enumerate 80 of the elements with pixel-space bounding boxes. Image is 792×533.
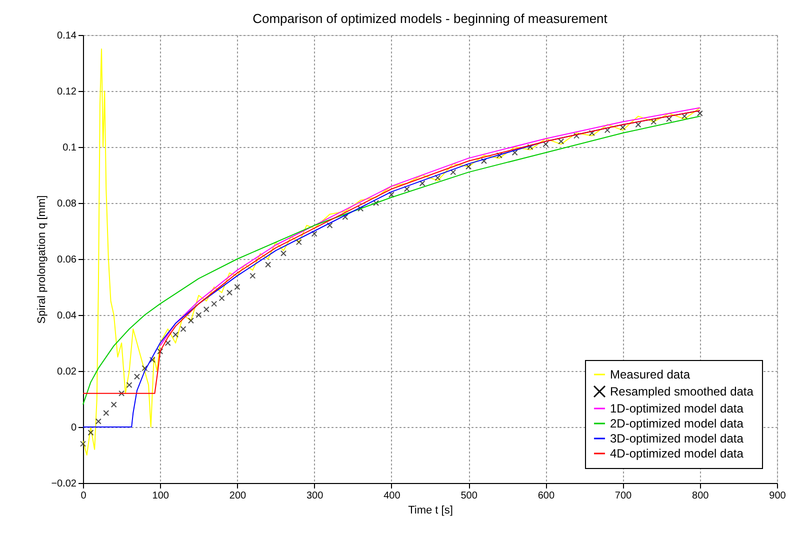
x-tick-label: 600	[538, 490, 555, 502]
legend-label: Measured data	[610, 368, 690, 382]
point	[157, 348, 164, 354]
y-tick-label: 0.08	[57, 198, 77, 210]
point	[218, 295, 225, 302]
point	[234, 284, 240, 290]
point	[326, 222, 333, 228]
legend-label: 3D-optimized model data	[610, 432, 744, 446]
y-tick-label: −0.02	[51, 478, 77, 490]
point	[149, 356, 156, 363]
point	[311, 230, 318, 237]
point	[404, 186, 410, 192]
x-tick-label: 800	[692, 490, 710, 502]
y-tick-label: 0.12	[57, 86, 77, 98]
legend-label: 1D-optimized model data	[610, 402, 744, 416]
point	[450, 169, 456, 176]
point	[172, 332, 179, 338]
point	[588, 130, 595, 136]
point	[527, 144, 534, 150]
point	[211, 300, 218, 307]
point	[373, 200, 380, 206]
point	[196, 312, 202, 318]
point	[358, 206, 364, 212]
point	[434, 174, 441, 181]
point	[466, 164, 472, 170]
point	[265, 262, 272, 268]
legend-label: 4D-optimized model data	[610, 446, 744, 460]
point	[512, 150, 518, 156]
x-tick-label: 400	[384, 490, 401, 502]
point	[142, 365, 148, 372]
legend-label: 2D-optimized model data	[610, 416, 744, 430]
point	[226, 290, 233, 296]
point	[250, 272, 256, 279]
point	[574, 132, 580, 139]
point	[118, 390, 125, 396]
y-tick-label: 0	[70, 422, 77, 434]
y-tick-label: 0.06	[57, 254, 77, 266]
point	[126, 382, 132, 388]
point	[110, 402, 117, 408]
point	[542, 141, 549, 148]
point	[164, 340, 171, 346]
chart-title: Comparison of optimized models - beginning of measurement	[252, 11, 608, 26]
point	[419, 180, 426, 186]
point	[558, 138, 564, 144]
point	[604, 127, 610, 134]
point	[280, 250, 286, 256]
point	[620, 124, 626, 130]
x-tick-label: 200	[229, 490, 246, 502]
point	[180, 326, 186, 332]
point	[134, 374, 140, 380]
point	[203, 306, 210, 312]
x-tick-label: 300	[306, 490, 324, 502]
point	[480, 158, 487, 164]
point	[388, 192, 394, 198]
point	[496, 152, 502, 158]
x-tick-label: 100	[152, 490, 170, 502]
x-tick-label: 500	[460, 490, 478, 502]
x-axis-title: Time t [s]	[408, 504, 453, 516]
point	[650, 118, 657, 125]
point	[635, 122, 642, 128]
y-tick-label: 0.14	[57, 30, 77, 42]
point	[296, 239, 302, 246]
y-tick-label: 0.02	[57, 366, 77, 378]
point	[188, 318, 194, 324]
point	[342, 214, 348, 220]
y-tick-label: 0.1	[62, 142, 77, 154]
point	[696, 110, 703, 116]
y-tick-label: 0.04	[57, 310, 77, 322]
point	[88, 430, 94, 436]
point	[95, 418, 102, 424]
legend-label: Resampled smoothed data	[610, 384, 754, 398]
point	[103, 410, 110, 416]
point	[681, 113, 688, 120]
point	[666, 116, 672, 122]
x-tick-label: 0	[80, 490, 87, 502]
y-axis-title: Spiral prolongation q [mm]	[36, 195, 48, 324]
point	[80, 440, 86, 447]
x-tick-label: 900	[769, 490, 786, 502]
line-series	[160, 107, 700, 346]
x-tick-label: 700	[614, 490, 632, 502]
